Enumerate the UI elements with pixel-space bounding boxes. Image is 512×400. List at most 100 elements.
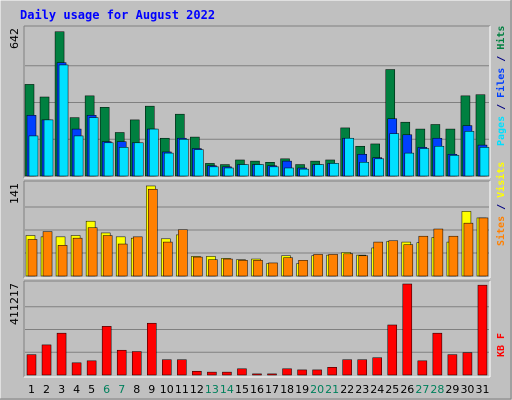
x-tick-label-day-4: 4 (73, 383, 80, 396)
bar-pages-day-4 (73, 135, 84, 177)
bar-sites-day-8 (132, 236, 143, 277)
bar-kbytes-day-19 (297, 369, 307, 376)
bar-kbytes-day-17 (267, 373, 277, 376)
x-tick-label-day-18: 18 (280, 383, 294, 396)
bar-kbytes-day-24 (372, 357, 382, 376)
bar-kbytes-day-9 (147, 322, 157, 376)
bar-pages-day-22 (344, 137, 354, 177)
bar-sites-day-20 (313, 254, 323, 277)
bar-sites-day-17 (268, 262, 278, 277)
bar-sites-day-5 (87, 227, 98, 277)
bar-sites-day-31 (478, 217, 489, 277)
legend-sites-visits: Sites / Visits (495, 162, 507, 246)
bar-pages-day-11 (179, 139, 189, 177)
bar-pages-day-28 (434, 145, 445, 177)
bar-kbytes-day-13 (207, 371, 217, 376)
bar-kbytes-day-23 (357, 359, 367, 376)
bar-sites-day-25 (388, 240, 399, 277)
x-tick-label-day-16: 16 (250, 383, 264, 396)
bar-pages-day-10 (164, 152, 174, 177)
bar-pages-day-12 (194, 149, 204, 177)
x-tick-label-day-2: 2 (43, 383, 50, 396)
legend-item: Hits (495, 26, 507, 50)
x-tick-label-day-3: 3 (58, 383, 65, 396)
bar-pages-day-13 (209, 166, 219, 177)
bar-pages-day-17 (269, 166, 279, 177)
bar-sites-day-10 (163, 241, 173, 277)
bar-pages-day-24 (374, 158, 384, 177)
x-tick-label-day-31: 31 (475, 383, 489, 396)
x-tick-label-day-6: 6 (103, 383, 110, 396)
bar-sites-day-12 (193, 256, 203, 277)
bar-sites-day-3 (57, 245, 68, 277)
bar-kbytes-day-14 (222, 371, 232, 376)
bar-kbytes-day-4 (71, 362, 82, 376)
bar-pages-day-30 (464, 131, 475, 177)
x-tick-label-day-9: 9 (148, 383, 155, 396)
bar-sites-day-27 (418, 235, 429, 277)
bar-pages-day-20 (314, 164, 324, 177)
x-tick-label-day-29: 29 (445, 383, 459, 396)
bar-kbytes-day-3 (56, 332, 67, 376)
bar-sites-day-21 (328, 254, 338, 277)
bar-sites-day-26 (403, 244, 414, 277)
bar-sites-day-16 (253, 260, 263, 277)
bar-sites-day-15 (238, 260, 248, 277)
legend-item: Sites (495, 216, 507, 246)
bar-sites-day-30 (463, 222, 474, 277)
bar-sites-day-14 (223, 258, 233, 277)
x-tick-label-day-11: 11 (175, 383, 189, 396)
bar-pages-day-19 (299, 168, 309, 177)
x-tick-label-day-7: 7 (118, 383, 125, 396)
bar-sites-day-24 (373, 241, 383, 277)
bar-kbytes-day-28 (432, 332, 443, 376)
bar-kbytes-day-26 (402, 283, 413, 376)
x-tick-label-day-5: 5 (88, 383, 95, 396)
x-tick-label-day-15: 15 (235, 383, 249, 396)
legend-item: Pages (496, 116, 507, 146)
bar-pages-day-7 (118, 147, 129, 177)
bar-kbytes-day-11 (177, 359, 187, 376)
legend-item: KB F (496, 333, 507, 357)
bar-pages-day-23 (359, 162, 369, 177)
bar-sites-day-2 (42, 231, 53, 277)
bar-sites-day-6 (102, 235, 113, 277)
bar-pages-day-5 (88, 117, 99, 177)
legend-item: Visits (495, 162, 507, 198)
bar-pages-day-27 (419, 148, 430, 177)
bar-kbytes-day-30 (462, 352, 473, 376)
bar-sites-day-29 (448, 235, 459, 277)
bar-kbytes-day-27 (417, 360, 428, 376)
x-tick-label-day-23: 23 (355, 383, 369, 396)
bar-sites-day-23 (358, 255, 368, 277)
x-tick-label-day-13: 13 (205, 383, 219, 396)
y-max-label: 642 (8, 28, 21, 49)
y-max-label: 411217 (8, 283, 21, 325)
bar-sites-day-18 (283, 257, 293, 277)
legend-item: / (496, 98, 507, 116)
x-tick-label-day-20: 20 (310, 383, 324, 396)
bar-pages-day-9 (149, 128, 159, 177)
bar-sites-day-28 (433, 228, 444, 277)
bar-pages-day-3 (58, 64, 69, 177)
x-tick-label-day-22: 22 (340, 383, 354, 396)
x-tick-label-day-14: 14 (220, 383, 234, 396)
x-tick-label-day-19: 19 (295, 383, 309, 396)
x-tick-label-day-1: 1 (28, 383, 35, 396)
x-tick-label-day-25: 25 (385, 383, 399, 396)
bar-kbytes-day-1 (26, 354, 37, 376)
bar-pages-day-18 (284, 167, 294, 177)
bar-kbytes-day-12 (192, 370, 202, 376)
bar-sites-day-22 (343, 253, 353, 277)
bar-kbytes-day-16 (252, 373, 262, 376)
bar-sites-day-9 (148, 188, 158, 277)
x-tick-label-day-30: 30 (460, 383, 474, 396)
bar-pages-day-25 (389, 133, 400, 177)
y-max-label: 141 (8, 183, 21, 204)
x-tick-label-day-24: 24 (370, 383, 384, 396)
bar-pages-day-2 (43, 119, 54, 177)
x-tick-label-day-26: 26 (400, 383, 414, 396)
chart-title: Daily usage for August 2022 (20, 8, 215, 22)
x-tick-label-day-28: 28 (430, 383, 444, 396)
bar-sites-day-7 (117, 243, 128, 277)
